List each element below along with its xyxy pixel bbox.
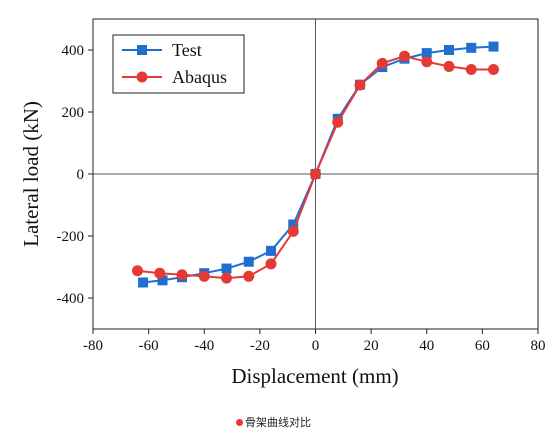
data-point-test	[421, 48, 432, 59]
data-point-abaqus	[265, 258, 277, 270]
data-point-test	[444, 45, 454, 55]
series-layer	[132, 41, 499, 288]
x-tick-label: -40	[194, 338, 214, 354]
legend-box	[112, 34, 245, 94]
y-tick-label: -200	[57, 229, 85, 245]
y-tick-label: -400	[57, 291, 85, 307]
data-point-test	[221, 263, 232, 274]
series-abaqus	[132, 50, 499, 284]
x-tick-label: -20	[250, 338, 270, 354]
data-point-abaqus	[465, 64, 477, 76]
y-tick-label: 0	[77, 167, 85, 183]
data-point-abaqus	[310, 168, 321, 180]
x-tick-label: 40	[419, 338, 434, 354]
data-point-abaqus	[198, 270, 210, 282]
data-point-abaqus	[243, 270, 255, 282]
x-tick-label: 0	[312, 338, 320, 354]
data-point-abaqus	[421, 56, 433, 68]
x-axis-label: Displacement (mm)	[231, 364, 398, 388]
data-point-abaqus	[154, 267, 166, 279]
caption-text: 骨架曲线对比	[245, 416, 311, 429]
data-point-abaqus	[443, 60, 455, 72]
caption-bullet	[236, 418, 243, 426]
legend-marker-abaqus	[136, 71, 148, 83]
data-point-abaqus	[399, 50, 410, 62]
legend-label-test: Test	[172, 40, 202, 60]
x-tick-label: -80	[83, 338, 103, 354]
data-point-abaqus	[488, 64, 499, 76]
y-tick-label: 200	[62, 105, 85, 121]
x-tick-label: 80	[531, 338, 546, 354]
data-point-test	[488, 41, 499, 52]
data-point-test	[157, 275, 168, 286]
data-point-test	[243, 256, 254, 267]
legend: Test Abaqus	[112, 34, 245, 94]
data-point-test	[288, 219, 299, 230]
data-point-abaqus	[287, 225, 299, 237]
data-point-test	[266, 245, 276, 256]
x-tick-label: 60	[475, 338, 490, 354]
legend-label-abaqus: Abaqus	[172, 67, 227, 87]
y-axis-label: Lateral load (kN)	[19, 101, 43, 247]
data-point-test	[466, 42, 477, 53]
data-point-abaqus	[376, 57, 388, 69]
y-tick-label: 400	[62, 43, 85, 59]
data-point-abaqus	[332, 116, 344, 128]
data-point-test	[138, 277, 149, 288]
data-point-abaqus	[221, 272, 232, 284]
data-point-abaqus	[176, 269, 188, 281]
x-tick-label: 20	[364, 338, 379, 354]
data-point-abaqus	[132, 265, 143, 277]
legend-marker-test	[137, 45, 147, 55]
data-point-abaqus	[354, 79, 366, 91]
figure-caption: 骨架曲线对比	[236, 414, 311, 430]
x-tick-label: -60	[139, 338, 159, 354]
